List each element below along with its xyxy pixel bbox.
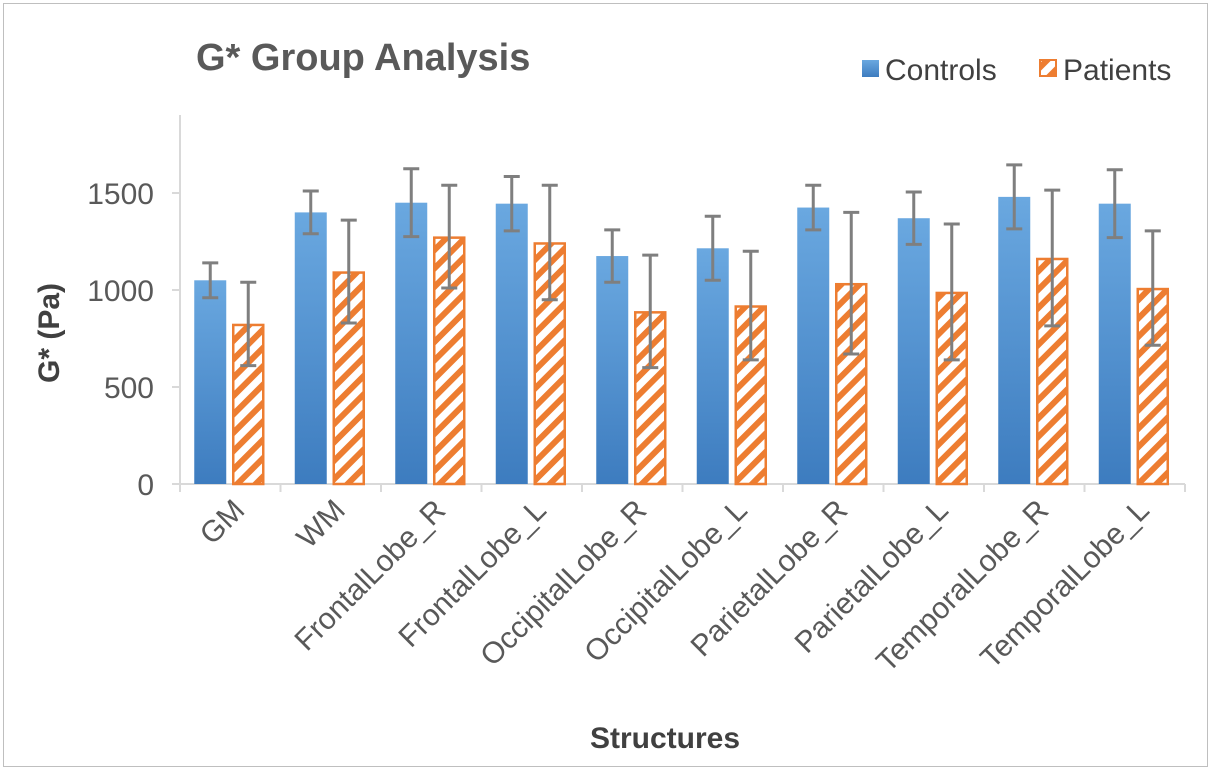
- bar-patients: [734, 305, 767, 486]
- y-tick-label: 1500: [87, 178, 154, 211]
- bar-controls: [797, 207, 830, 485]
- y-axis-title: G* (Pa): [33, 283, 66, 383]
- y-tick-label: 1000: [87, 275, 154, 308]
- y-tick-label: 500: [104, 372, 154, 405]
- bar-patients: [232, 323, 265, 486]
- x-tick-label: WM: [291, 494, 352, 555]
- legend-label-controls: Controls: [885, 54, 997, 87]
- chart-title: G* Group Analysis: [196, 37, 530, 79]
- legend-label-patients: Patients: [1063, 54, 1171, 87]
- bar-controls: [395, 202, 428, 484]
- bar-controls: [897, 218, 930, 484]
- bar-controls: [696, 248, 729, 484]
- bar-controls: [998, 196, 1031, 484]
- bar-controls: [495, 203, 528, 485]
- legend: Controls Patients: [862, 54, 1171, 87]
- bar-controls: [1098, 203, 1131, 485]
- x-tick-label: TemporalLobe_R: [870, 494, 1055, 679]
- bar-controls: [596, 256, 629, 484]
- legend-swatch-patients: [1039, 59, 1057, 77]
- x-tick-label: GM: [194, 494, 252, 552]
- x-tick-label: OccipitalLobe_R: [474, 494, 653, 673]
- bar-controls: [294, 212, 327, 484]
- x-tick-label: TemporalLobe_L: [974, 494, 1155, 675]
- legend-swatch-controls: [862, 60, 879, 77]
- x-axis-title: Structures: [590, 722, 740, 755]
- y-tick-label: 0: [137, 469, 154, 502]
- bar-controls: [194, 280, 227, 484]
